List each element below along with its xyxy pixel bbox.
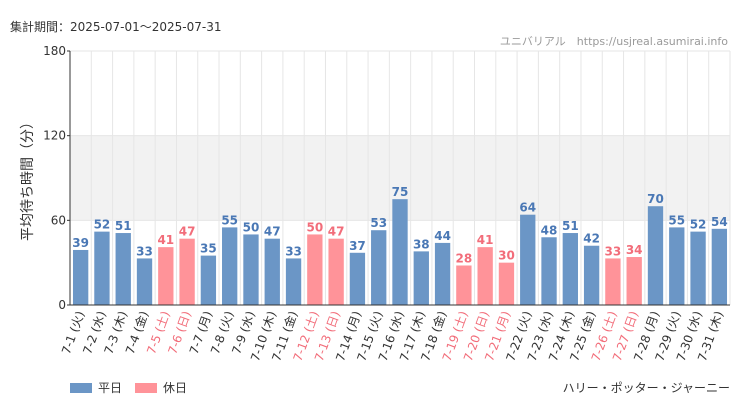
value-label: 28 — [456, 251, 473, 265]
bar — [605, 258, 621, 305]
bar — [94, 231, 110, 305]
bar — [392, 199, 408, 305]
y-tick-label: 180 — [43, 44, 66, 58]
bar — [200, 255, 217, 305]
bar — [413, 251, 429, 305]
value-labels: 39 52 51 33 41 47 35 55 50 47 33 50 47 37 53 75 38 44 28 41… — [72, 185, 727, 265]
value-label: 54 — [711, 215, 728, 229]
value-label: 41 — [477, 233, 494, 247]
legend-holiday-label: 休日 — [163, 381, 188, 395]
bar — [243, 234, 259, 305]
attraction-name: ハリー・ポッター・ジャーニー — [562, 381, 730, 395]
bar — [456, 265, 472, 305]
value-label: 75 — [392, 185, 409, 199]
value-label: 47 — [328, 225, 345, 239]
bar — [647, 206, 664, 305]
value-label: 55 — [221, 213, 238, 227]
value-label: 35 — [200, 242, 217, 256]
y-axis-ticks: 0 60 120 180 — [43, 44, 70, 312]
value-label: 33 — [605, 244, 622, 258]
bar — [626, 257, 642, 305]
value-label: 52 — [94, 218, 111, 232]
bar — [583, 245, 600, 305]
value-label: 50 — [306, 220, 323, 234]
bar — [349, 252, 366, 305]
value-label: 47 — [264, 225, 281, 239]
bar — [264, 238, 280, 305]
y-axis-label: 平均待ち時間（分） — [20, 115, 36, 241]
value-label: 51 — [562, 219, 579, 233]
value-label: 70 — [647, 192, 664, 206]
value-label: 38 — [413, 237, 430, 251]
bar — [371, 230, 387, 305]
bar — [136, 258, 153, 305]
value-label: 33 — [285, 244, 302, 258]
bar — [434, 242, 451, 305]
legend-holiday: 休日 — [135, 379, 187, 396]
bar — [72, 249, 89, 305]
bar — [285, 258, 302, 305]
value-label: 51 — [115, 219, 132, 233]
value-label: 55 — [668, 213, 685, 227]
value-label: 64 — [519, 201, 536, 215]
y-tick-label: 0 — [58, 298, 66, 312]
bar — [498, 262, 515, 305]
bar — [711, 228, 728, 305]
value-label: 47 — [179, 225, 196, 239]
bar — [562, 233, 578, 305]
bar — [158, 247, 174, 305]
bar — [541, 237, 557, 305]
value-label: 30 — [498, 249, 515, 263]
value-label: 48 — [541, 223, 558, 237]
value-label: 41 — [157, 233, 174, 247]
legend-weekday-label: 平日 — [98, 381, 123, 395]
y-tick-label: 60 — [51, 213, 66, 227]
bar — [328, 238, 344, 305]
bar — [179, 238, 195, 305]
bar — [307, 234, 323, 305]
bar — [520, 214, 536, 305]
bar — [690, 231, 706, 305]
value-label: 42 — [583, 232, 600, 246]
legend-weekday-swatch — [70, 382, 92, 393]
value-label: 37 — [349, 239, 366, 253]
bar — [669, 227, 685, 305]
period-label: 集計期間：2025-07-01～2025-07-31 — [10, 20, 222, 34]
bar — [477, 247, 493, 305]
value-label: 50 — [243, 220, 260, 234]
x-axis-ticks: 7-1 (火)7-2 (水)7-3 (木)7-4 (金)7-5 (土)7-6 (… — [59, 309, 726, 363]
value-label: 44 — [434, 229, 451, 243]
value-label: 52 — [690, 218, 707, 232]
value-label: 39 — [72, 236, 89, 250]
bars — [72, 199, 728, 305]
bar — [222, 227, 238, 305]
y-tick-label: 120 — [43, 129, 66, 143]
value-label: 53 — [370, 216, 387, 230]
value-label: 33 — [136, 244, 153, 258]
site-credit: ユニバリアル https://usjreal.asumirai.info — [499, 35, 728, 48]
legend-holiday-swatch — [135, 382, 157, 393]
value-label: 34 — [626, 243, 643, 257]
legend-weekday: 平日 — [70, 379, 122, 396]
bar-chart: 0 60 120 180 平均待ち時間（分） 39 52 51 33 41 47 35 55 50 47… — [20, 44, 731, 363]
bar — [115, 233, 131, 305]
